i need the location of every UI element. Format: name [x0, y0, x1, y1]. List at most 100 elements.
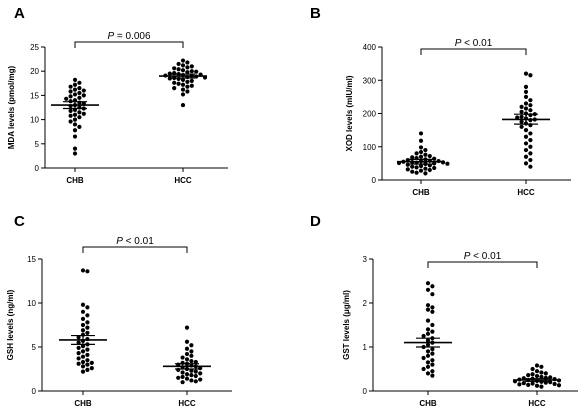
x-tick-label-chb: CHB	[74, 399, 92, 408]
data-point-hcc	[176, 61, 181, 67]
data-point-hcc	[185, 65, 190, 70]
data-point-chb	[80, 309, 86, 314]
data-point-chb	[423, 171, 428, 176]
data-point-chb	[85, 330, 90, 336]
data-point-hcc	[539, 374, 544, 380]
data-point-hcc	[530, 366, 535, 372]
y-tick-label: 15	[30, 91, 39, 100]
data-point-hcc	[193, 373, 198, 379]
panel-c: C 0 5 10 15 GSH levels (ng/ml) CHB HCC P < 0.01	[6, 213, 232, 408]
y-tick-label: 5	[32, 343, 37, 352]
panel-b: B 0 100 200 300 400 XOD levels (mIU/ml) CHB HCC P…	[310, 5, 571, 197]
data-point-chb	[425, 349, 431, 354]
data-point-hcc	[519, 124, 524, 129]
data-point-hcc	[193, 359, 198, 365]
data-point-chb	[85, 325, 90, 330]
data-point-hcc	[517, 382, 522, 387]
data-point-hcc	[184, 376, 190, 381]
data-point-hcc	[194, 69, 199, 74]
data-point-hcc	[189, 378, 194, 383]
data-point-hcc	[180, 380, 185, 385]
data-point-hcc	[185, 84, 190, 89]
data-point-chb	[85, 313, 90, 318]
data-point-chb	[425, 281, 431, 286]
data-point-chb	[89, 360, 94, 365]
data-point-hcc	[180, 58, 186, 63]
data-point-chb	[77, 115, 82, 120]
data-point-chb	[418, 145, 424, 150]
y-tick-label: 2	[363, 299, 368, 308]
data-point-chb	[425, 364, 431, 369]
data-point-chb	[80, 349, 86, 354]
data-point-hcc	[180, 370, 185, 375]
x-tick-label-hcc: HCC	[174, 176, 192, 185]
data-point-chb	[425, 327, 431, 332]
data-point-chb	[418, 168, 424, 173]
data-point-chb	[76, 340, 81, 345]
data-point-chb	[72, 122, 78, 127]
data-point-chb	[410, 164, 415, 169]
data-point-hcc	[523, 89, 529, 94]
data-point-chb	[72, 87, 78, 92]
data-point-chb	[77, 86, 82, 91]
data-point-chb	[421, 366, 426, 372]
data-point-chb	[72, 128, 78, 133]
data-point-chb	[405, 162, 410, 167]
data-point-chb	[68, 119, 73, 124]
data-point-hcc	[184, 372, 190, 377]
data-point-hcc	[176, 81, 181, 86]
data-point-chb	[430, 358, 435, 363]
data-point-hcc	[534, 373, 540, 379]
data-point-hcc	[523, 161, 529, 166]
data-point-chb	[425, 353, 431, 358]
data-point-chb	[76, 356, 81, 361]
data-point-chb	[81, 111, 86, 116]
data-point-chb	[68, 84, 73, 89]
data-point-hcc	[189, 353, 194, 358]
data-point-chb	[85, 352, 90, 358]
data-point-hcc	[184, 351, 190, 357]
data-point-chb	[85, 362, 90, 367]
data-point-chb	[81, 93, 86, 98]
data-point-hcc	[530, 372, 535, 377]
data-point-chb	[68, 113, 73, 118]
data-point-hcc	[189, 349, 194, 354]
data-point-chb	[430, 292, 435, 297]
data-point-hcc	[176, 375, 181, 380]
data-point-chb	[77, 80, 82, 85]
y-tick-label: 10	[30, 116, 39, 125]
data-point-chb	[81, 88, 86, 93]
data-point-hcc	[526, 382, 531, 387]
data-point-hcc	[528, 144, 533, 149]
y-tick-label: 200	[363, 110, 377, 119]
data-point-chb	[68, 89, 73, 94]
y-tick-label: 400	[363, 43, 377, 52]
data-point-hcc	[185, 89, 190, 94]
data-point-hcc	[548, 375, 553, 380]
panel-label: D	[310, 213, 321, 230]
y-tick-label: 20	[30, 67, 39, 76]
data-point-hcc	[180, 63, 186, 68]
data-point-hcc	[180, 87, 186, 92]
data-point-hcc	[184, 339, 190, 344]
significance-label: P < 0.01	[116, 236, 154, 247]
data-point-chb	[418, 149, 424, 155]
data-point-hcc	[519, 119, 524, 124]
data-point-chb	[72, 112, 78, 117]
x-tick-label-hcc: HCC	[178, 399, 196, 408]
x-tick-label-hcc: HCC	[528, 399, 546, 408]
data-point-hcc	[189, 64, 194, 69]
data-point-chb	[80, 316, 86, 321]
data-point-chb	[72, 146, 78, 151]
data-point-chb	[445, 161, 450, 166]
data-point-hcc	[198, 377, 203, 382]
data-point-hcc	[184, 346, 190, 351]
data-point-hcc	[185, 79, 190, 84]
data-point-chb	[425, 303, 431, 308]
data-point-hcc	[523, 84, 529, 89]
data-point-chb	[85, 269, 90, 274]
data-point-chb	[410, 169, 415, 174]
data-point-chb	[64, 96, 69, 101]
data-point-hcc	[189, 83, 194, 88]
data-point-hcc	[189, 373, 194, 378]
